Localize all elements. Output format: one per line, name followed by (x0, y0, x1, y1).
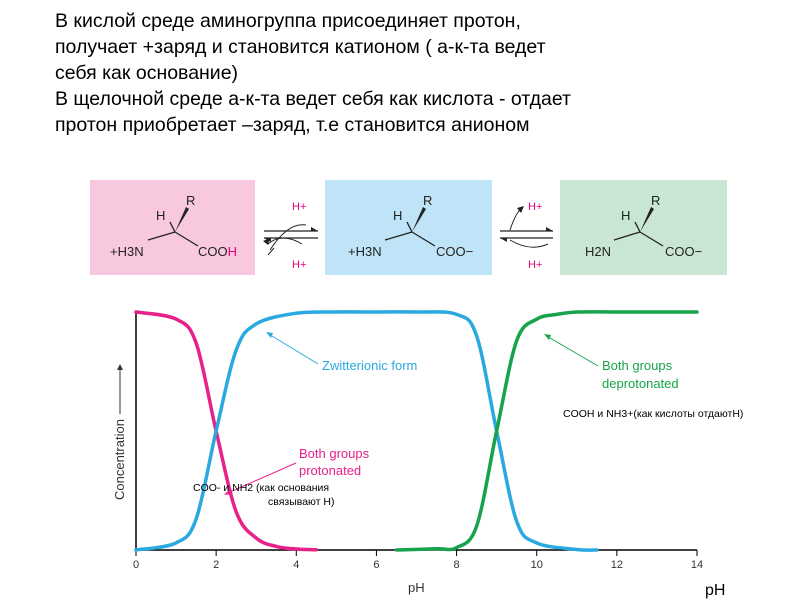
proton-label-top-2: H+ (528, 201, 542, 213)
proton-label-top-1: H+ (292, 201, 306, 213)
proton-label-bottom-2: H+ (528, 259, 542, 271)
zwitterion-curve (134, 310, 599, 552)
cation-carboxyl-proton: H (228, 244, 237, 259)
proton-label-bottom-1: H+ (292, 259, 306, 271)
cation-h-label: H (156, 208, 165, 223)
zwitterion-annotation-text: Zwitterionic form (322, 358, 417, 373)
x-tick-label-4: 4 (293, 559, 299, 571)
base-note-line2: связывают Н) (268, 496, 335, 508)
deprotonated-annotation-line2: deprotonated (602, 376, 679, 391)
y-axis-label-text: Concentration (112, 419, 127, 500)
molecule-zwitterion: H R +H3N COO− (348, 193, 473, 259)
anion-box (560, 180, 727, 275)
x-tick-label-0: 0 (133, 559, 139, 571)
svg-text:COOH: COOH (198, 244, 237, 259)
y-axis-label: Concentration (112, 364, 127, 500)
deprotonated-annotation-line1: Both groups (602, 358, 673, 373)
titration-chart: 0 2 4 6 8 10 12 14 Concentration pH Zwitterioni… (112, 310, 703, 595)
heading-line-4: В щелочной среде а-к-та ведет себя как к… (55, 88, 571, 110)
cation-amine-label: +H3N (110, 244, 144, 259)
x-ticks: 0 2 4 6 8 10 12 14 (133, 550, 703, 571)
x-tick-label-10: 10 (531, 559, 543, 571)
zwitterion-r-label: R (423, 193, 432, 208)
x-tick-label-8: 8 (454, 559, 460, 571)
x-axis-label: pH (408, 580, 425, 595)
base-note-line1: COO- и NH2 (как основания (193, 482, 330, 494)
heading-line-2: получает +заряд и становится катионом ( … (55, 36, 546, 58)
heading: В кислой среде аминогруппа присоединяет … (55, 8, 785, 138)
anion-carboxyl-label: COO− (665, 244, 702, 259)
protonated-annotation: Both groups protonated (224, 446, 370, 495)
zwitterion-annotation: Zwitterionic form (266, 332, 417, 373)
x-tick-label-2: 2 (213, 559, 219, 571)
protonated-curve (134, 310, 319, 552)
zwitterion-carboxyl-label: COO− (436, 244, 473, 259)
scheme: H R +H3N COOH H R +H3N COO− H R H2N COO− (90, 180, 727, 275)
zwitterion-amine-label: +H3N (348, 244, 382, 259)
x-tick-label-6: 6 (373, 559, 379, 571)
molecule-anion: H R H2N COO− (585, 193, 702, 259)
cation-carboxyl-label: COO (198, 244, 228, 259)
deprotonated-curve (394, 310, 699, 552)
zwitterion-box (325, 180, 492, 275)
ph-bottom-label: pH (705, 582, 726, 599)
protonated-annotation-line2: protonated (299, 463, 361, 478)
equilibrium-arrows-2: H+ H+ (500, 201, 553, 271)
series-group (134, 310, 699, 552)
x-tick-label-14: 14 (691, 559, 703, 571)
x-tick-label-12: 12 (611, 559, 623, 571)
heading-line-3: себя как основание) (55, 62, 239, 84)
deprotonated-annotation: Both groups deprotonated (544, 334, 679, 391)
cation-r-label: R (186, 193, 195, 208)
molecule-cation: H R +H3N COOH (110, 193, 237, 259)
heading-line-1: В кислой среде аминогруппа присоединяет … (55, 10, 521, 32)
equilibrium-arrows-1: H+ H+ (263, 201, 318, 271)
heading-line-5: протон приобретает –заряд, т.е становитс… (55, 114, 530, 136)
acid-note: COOH и NH3+(как кислоты отдаютН) (563, 408, 744, 420)
anion-h-label: H (621, 208, 630, 223)
anion-r-label: R (651, 193, 660, 208)
zwitterion-h-label: H (393, 208, 402, 223)
anion-amine-label: H2N (585, 244, 611, 259)
protonated-annotation-line1: Both groups (299, 446, 370, 461)
